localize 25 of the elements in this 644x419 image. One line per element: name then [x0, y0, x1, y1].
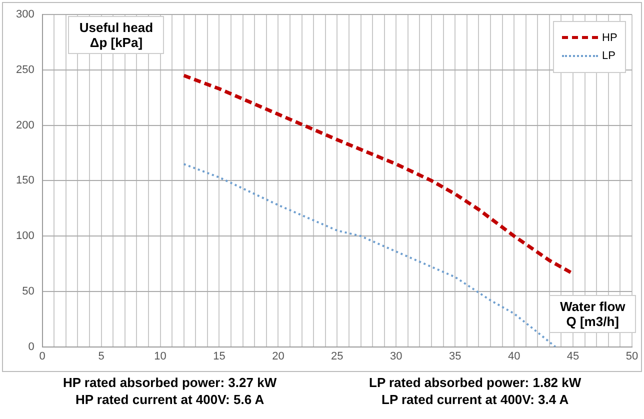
text: HP rated absorbed power: 3.27 kW HP rated current at 400V: 5.6 A — [63, 374, 277, 408]
x-tick-label: 10 — [154, 350, 166, 362]
x-tick-label: 5 — [98, 350, 104, 362]
x-axis-title: Water flow Q [m3/h] — [549, 294, 636, 333]
y-tick-label: 300 — [16, 8, 34, 21]
x-tick-label: 50 — [626, 350, 638, 362]
x-tick-label: 45 — [566, 350, 580, 362]
x-tick-label: 0 — [39, 350, 46, 362]
y-tick-label: 100 — [16, 230, 34, 242]
y-tick-label: 150 — [16, 174, 34, 187]
legend-label: HP — [602, 32, 618, 44]
x-tick-label: 20 — [272, 350, 284, 362]
line-series — [182, 163, 556, 347]
x-tick-label: 40 — [508, 350, 520, 362]
x-tick-label: 30 — [390, 350, 402, 362]
y-axis-title: Useful head Δp [kPa] — [68, 16, 164, 54]
x-tick-label: 35 — [448, 350, 462, 362]
text: LP rated absorbed power: 1.82 kW LP rated current at 400V: 3.4 A — [369, 374, 582, 408]
legend-label: LP — [602, 50, 616, 62]
y-tick-label: 50 — [22, 285, 34, 298]
y-tick-label: 200 — [16, 119, 34, 132]
y-tick-label: 250 — [16, 64, 34, 76]
y-tick-label: 0 — [28, 340, 34, 353]
x-tick-label: 15 — [213, 350, 226, 362]
x-tick-label: 25 — [331, 350, 344, 362]
